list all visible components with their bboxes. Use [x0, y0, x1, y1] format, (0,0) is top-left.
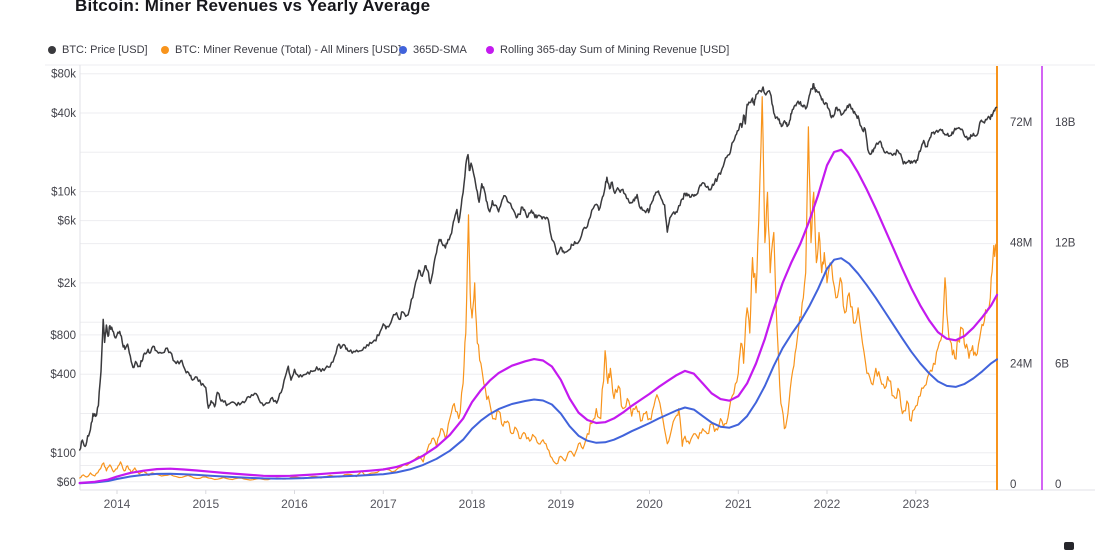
left-axis-tick-label: $2k [57, 278, 76, 290]
right-axis-m-tick-label: 0 [1010, 479, 1016, 491]
legend-item-2[interactable]: 365D-SMA [399, 42, 467, 58]
right-axis-b-tick-label: 18B [1055, 117, 1076, 129]
right-axis-m-tick-label: 72M [1010, 117, 1032, 129]
series-sma365 [78, 257, 998, 485]
legend-item-label: 365D-SMA [413, 44, 467, 56]
series-miner_revenue [79, 96, 998, 481]
x-tick-label: 2014 [104, 497, 131, 511]
chart-title: Bitcoin: Miner Revenues vs Yearly Averag… [75, 0, 431, 15]
left-axis-tick-label: $10k [51, 187, 76, 199]
legend-item-1[interactable]: BTC: Miner Revenue (Total) - All Miners … [161, 42, 401, 58]
legend-item-label: BTC: Price [USD] [62, 44, 148, 56]
legend-dot-icon [161, 46, 169, 54]
left-axis-tick-label: $400 [50, 369, 76, 381]
right-axis-m-tick-label: 24M [1010, 358, 1032, 370]
left-axis-tick-label: $100 [50, 448, 76, 460]
x-tick-label: 2016 [281, 497, 308, 511]
left-axis-tick-label: $800 [50, 330, 76, 342]
legend-dot-icon [48, 46, 56, 54]
watermark-fragment [1064, 542, 1074, 550]
legend-item-0[interactable]: BTC: Price [USD] [48, 42, 148, 58]
x-tick-label: 2015 [192, 497, 219, 511]
right-axis-m-tick-label: 48M [1010, 238, 1032, 250]
legend: BTC: Price [USD] BTC: Miner Revenue (Tota… [0, 42, 1110, 58]
x-tick-label: 2022 [814, 497, 841, 511]
left-axis-tick-label: $60 [57, 477, 76, 489]
series-price [78, 83, 998, 451]
right-axis-b-tick-label: 6B [1055, 358, 1069, 370]
x-tick-label: 2021 [725, 497, 752, 511]
x-tick-label: 2019 [547, 497, 574, 511]
left-axis-tick-label: $40k [51, 108, 76, 120]
legend-item-label: Rolling 365-day Sum of Mining Revenue [U… [500, 44, 730, 56]
x-tick-label: 2018 [459, 497, 486, 511]
series-rolling_sum [78, 148, 999, 485]
legend-dot-icon [399, 46, 407, 54]
legend-item-label: BTC: Miner Revenue (Total) - All Miners … [175, 44, 402, 56]
x-tick-label: 2023 [902, 497, 929, 511]
legend-item-3[interactable]: Rolling 365-day Sum of Mining Revenue [U… [486, 42, 729, 58]
left-axis-tick-label: $80k [51, 69, 76, 81]
x-tick-label: 2017 [370, 497, 397, 511]
x-tick-label: 2020 [636, 497, 663, 511]
right-axis-b-tick-label: 12B [1055, 238, 1076, 250]
right-axis-b-tick-label: 0 [1055, 479, 1061, 491]
left-axis-tick-label: $6k [57, 216, 76, 228]
legend-dot-icon [486, 46, 494, 54]
